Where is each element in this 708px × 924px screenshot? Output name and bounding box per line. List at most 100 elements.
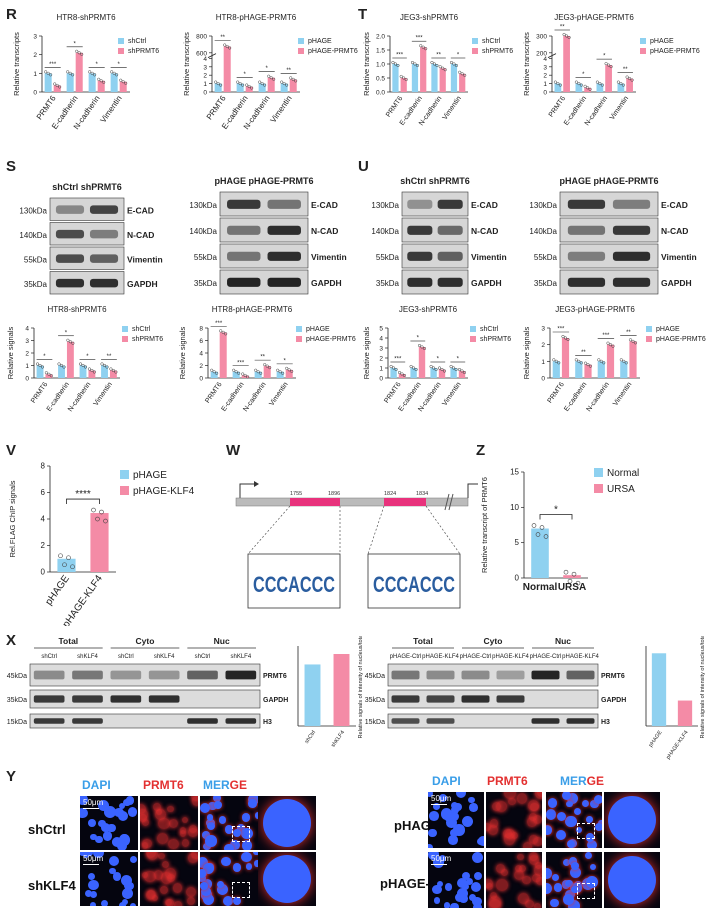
data-point <box>80 52 84 56</box>
legend-label: shCtrl <box>132 326 151 333</box>
blot-band <box>89 278 119 288</box>
bar <box>304 664 321 726</box>
bar <box>88 73 96 92</box>
data-point <box>280 80 284 84</box>
sig-label: ** <box>220 35 225 41</box>
legend-label: pHAGE-KLF4 <box>133 486 195 497</box>
cell-nucleus <box>188 827 198 838</box>
data-point <box>599 359 603 363</box>
bar <box>245 86 253 92</box>
cell-nucleus <box>440 808 453 820</box>
cell-nucleus <box>546 826 552 836</box>
x-tick-label: PRMT6 <box>30 381 49 405</box>
blot-kda-label: 55kDa <box>534 253 558 262</box>
data-point <box>421 45 425 49</box>
cell-nucleus <box>586 876 598 889</box>
cell-nucleus <box>438 793 447 802</box>
blot-lane-label: pHAGE-Ctrl <box>530 654 562 660</box>
blot-band <box>110 695 142 703</box>
data-point <box>289 76 293 80</box>
zoom-box <box>231 825 250 842</box>
legend-swatch <box>118 48 124 54</box>
data-point <box>219 329 223 333</box>
cell-nucleus <box>140 803 146 814</box>
data-point <box>228 46 232 50</box>
cell-nucleus <box>586 816 593 823</box>
blot-lane-label: shCtrl <box>118 654 134 660</box>
cell-nucleus <box>102 831 113 842</box>
cell-nucleus <box>203 894 215 906</box>
cell-nucleus <box>200 856 209 869</box>
scale-bar-label: 50μm <box>431 794 452 803</box>
y-tick-label: 2.0 <box>376 34 385 41</box>
blot-lane-label: shCtrl <box>41 654 57 660</box>
cell-nucleus <box>432 856 444 868</box>
cell-nucleus <box>100 899 109 906</box>
data-point <box>236 80 240 84</box>
cell-nucleus <box>451 806 460 815</box>
data-point <box>621 83 625 87</box>
blot-lane-label: pHAGE-KLF4 <box>562 654 599 660</box>
data-point <box>68 340 72 344</box>
bar <box>101 365 108 378</box>
bar <box>438 369 446 378</box>
cell-nucleus <box>263 855 311 903</box>
y-tick-label: 0 <box>515 574 520 583</box>
cell-nucleus <box>89 890 97 898</box>
blot-band <box>110 670 142 680</box>
cell-nucleus <box>205 835 217 847</box>
bar <box>119 81 127 92</box>
data-point <box>267 74 271 78</box>
bar <box>90 513 109 572</box>
legend-swatch <box>472 38 478 44</box>
data-point <box>558 83 562 87</box>
data-point <box>221 330 225 334</box>
cell-nucleus <box>525 899 534 908</box>
data-point <box>458 70 462 74</box>
blot-kda-label: 35kDa <box>24 280 48 289</box>
blot-kda-label: 15kDa <box>365 719 385 726</box>
blot-band <box>267 225 301 235</box>
data-point <box>567 578 573 584</box>
data-point <box>256 370 260 374</box>
cell-nucleus <box>181 839 190 848</box>
blot-protein-label: Vimentin <box>661 252 697 262</box>
data-point <box>392 366 396 370</box>
cell-nucleus <box>562 859 570 867</box>
data-point <box>93 73 97 77</box>
blot-band <box>566 718 595 724</box>
bar <box>459 73 466 92</box>
blot-lane-label: shKLF4 <box>154 654 175 660</box>
cell-nucleus <box>503 792 516 799</box>
data-point <box>432 366 436 370</box>
data-point <box>597 358 601 362</box>
blot-membrane <box>387 713 599 729</box>
data-point <box>574 358 578 362</box>
blot-kda-label: 130kDa <box>529 201 557 210</box>
cell-nucleus <box>241 840 253 850</box>
motif-logo-1: CCCACCC <box>253 572 335 597</box>
sig-label: ** <box>436 53 441 59</box>
cell-nucleus <box>98 799 110 812</box>
x-tick-label: PRMT6 <box>204 381 223 405</box>
chart-title: JEG3-shPRMT6 <box>400 13 459 22</box>
data-point <box>566 337 570 342</box>
cell-nucleus <box>593 794 602 805</box>
panel-label-z: Z <box>476 442 486 459</box>
data-point <box>413 62 417 66</box>
cell-nucleus <box>495 801 507 813</box>
y-tick-label: 3 <box>379 346 383 353</box>
sig-label: *** <box>237 360 245 366</box>
data-point <box>265 364 269 368</box>
data-point <box>245 83 249 87</box>
cell-nucleus <box>472 903 483 908</box>
cell-nucleus <box>101 823 111 832</box>
data-point <box>557 361 561 365</box>
data-point <box>119 78 123 82</box>
cell-nucleus <box>152 802 162 812</box>
bar <box>430 368 437 378</box>
bar <box>289 79 297 92</box>
data-point <box>40 365 45 369</box>
y-tick-label: 3 <box>543 64 547 71</box>
